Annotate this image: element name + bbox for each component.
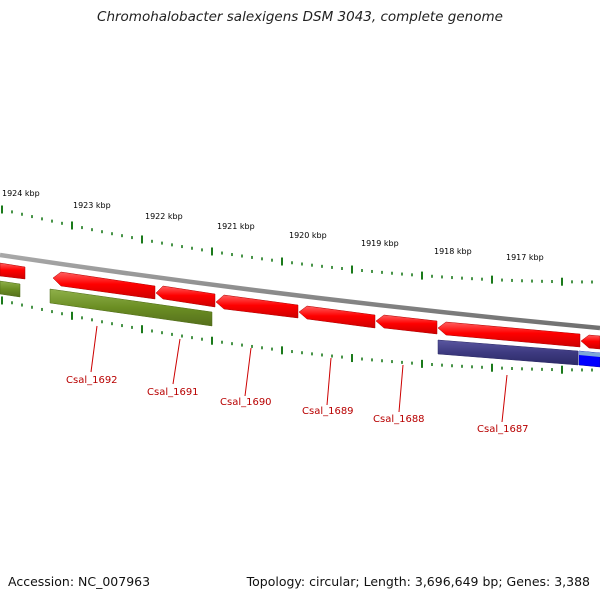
gene-arrow-csal-1688[interactable] [375,314,438,335]
outer-scale-ticks [1,205,593,286]
kbp-label: 1924 kbp [2,189,40,198]
accession-text: Accession: NC_007963 [8,574,151,589]
gene-arrow-csal-1689[interactable] [298,305,376,329]
reverse-strand-track [0,280,600,368]
inner-scale-ticks [1,296,593,374]
forward-strand-track [0,262,600,350]
gene-arrow[interactable] [580,334,600,350]
gene-label[interactable]: Csal_1692 [66,375,118,386]
gene-arrow-csal-1687[interactable] [437,321,581,348]
gene-arrow-csal-1691[interactable] [155,285,216,308]
gene-block-navy[interactable] [437,339,579,366]
kbp-label: 1918 kbp [434,247,472,256]
gene-arrow[interactable] [0,262,26,280]
gene-label[interactable]: Csal_1687 [477,424,529,435]
gene-block-olive[interactable] [0,280,21,298]
genome-summary-text: Topology: circular; Length: 3,696,649 bp… [246,574,590,589]
gene-arrow-csal-1692[interactable] [52,271,156,300]
gene-label-leaders [90,325,508,423]
gene-arrow-csal-1690[interactable] [215,294,299,319]
gene-label[interactable]: Csal_1688 [373,414,425,425]
kbp-label: 1920 kbp [289,231,327,240]
gene-label[interactable]: Csal_1690 [220,397,272,408]
gene-label[interactable]: Csal_1691 [147,387,199,398]
gene-block-olive[interactable] [49,288,213,327]
scale-labels: 1924 kbp 1923 kbp 1922 kbp 1921 kbp 1920… [2,189,544,262]
genome-backbone [0,252,600,331]
kbp-label: 1921 kbp [217,222,255,231]
map-title: Chromohalobacter salexigens DSM 3043, co… [97,9,503,25]
kbp-label: 1922 kbp [145,212,183,221]
gene-label[interactable]: Csal_1689 [302,406,354,417]
gene-labels: Csal_1692 Csal_1691 Csal_1690 Csal_1689 … [66,375,529,435]
kbp-label: 1919 kbp [361,239,399,248]
kbp-label: 1917 kbp [506,253,544,262]
gene-block-blue-highlight [579,351,600,357]
kbp-label: 1923 kbp [73,201,111,210]
